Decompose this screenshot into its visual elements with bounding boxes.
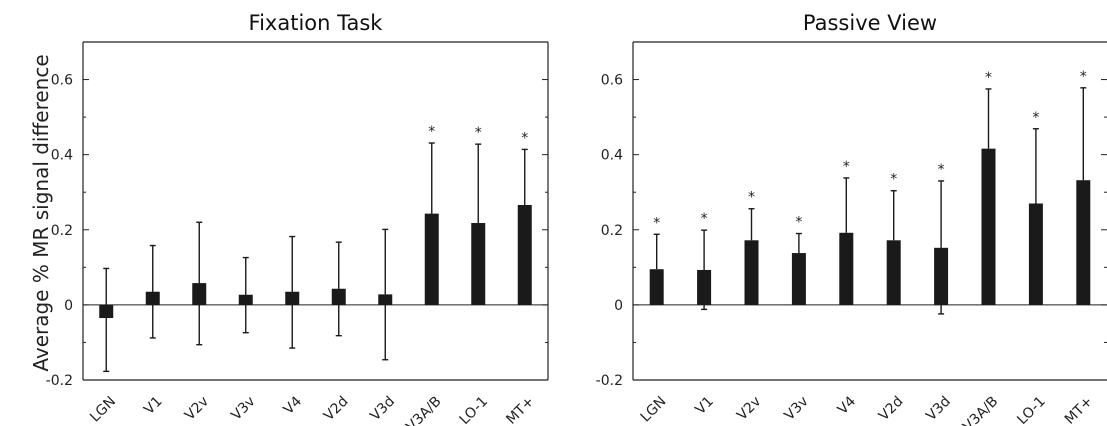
y-tick-label: -0.2: [46, 373, 73, 389]
bar-v3v: [791, 253, 806, 305]
category-label: V3A/B: [960, 394, 1001, 426]
category-label: V2v: [182, 394, 212, 424]
y-tick-label: 0.6: [51, 73, 73, 89]
significance-marker: *: [521, 130, 528, 146]
chart-title: Passive View: [803, 11, 937, 35]
significance-marker: *: [701, 211, 708, 227]
category-label: V2d: [321, 394, 352, 425]
panel-fixation-task: Fixation Task -0.2 0 0.2 0.4 0.6 LGN V1 V2v V3v V4…: [46, 11, 549, 426]
bar-lo-1: [1028, 203, 1043, 305]
category-label: MT+: [503, 394, 537, 426]
category-label: V1: [141, 394, 165, 418]
category-label: V2d: [876, 394, 907, 425]
bar-v2d: [886, 240, 901, 305]
bar-v3a-b: [424, 213, 439, 305]
y-tick-label: 0.4: [51, 148, 73, 164]
category-label: V3d: [367, 394, 398, 425]
panel-passive-view: Passive View -0.2 0 0.2 0.4 0.6 * LGN * V1 * V2v * V3…: [596, 11, 1107, 426]
y-tick-label: 0.6: [601, 73, 623, 89]
significance-marker: *: [985, 70, 992, 86]
category-label: V4: [835, 393, 859, 417]
y-tick-label: 0: [614, 298, 623, 314]
category-label: V3d: [923, 394, 954, 425]
category-label: V3A/B: [403, 394, 444, 426]
significance-marker: *: [475, 125, 482, 141]
significance-marker: *: [428, 124, 435, 140]
category-label: LGN: [87, 394, 119, 426]
significance-marker: *: [843, 159, 850, 175]
category-label: V3v: [228, 394, 258, 424]
bar-v3a-b: [981, 148, 996, 305]
bar-v2v: [744, 240, 759, 305]
significance-marker: *: [748, 190, 755, 206]
y-tick-label: 0.2: [51, 223, 73, 239]
category-label: LGN: [638, 394, 670, 426]
category-label: V4: [281, 393, 305, 417]
y-tick-label: 0: [64, 298, 73, 314]
significance-marker: *: [653, 215, 660, 231]
bar-v4: [839, 232, 854, 305]
bar-mt-: [517, 204, 532, 305]
bar-mt-: [1076, 180, 1091, 305]
significance-marker: *: [1032, 110, 1039, 126]
bar-lgn: [649, 269, 664, 305]
significance-marker: *: [1080, 69, 1087, 85]
category-label: LO-1: [1014, 394, 1048, 426]
y-tick-label: 0.4: [601, 148, 623, 164]
significance-marker: *: [890, 172, 897, 188]
category-label: MT+: [1062, 394, 1096, 426]
significance-marker: *: [938, 162, 945, 178]
y-axis-label: Average % MR signal difference: [29, 54, 53, 371]
y-tick-label: -0.2: [596, 373, 623, 389]
category-label: V2v: [734, 394, 764, 424]
y-tick-label: 0.2: [601, 223, 623, 239]
chart-title: Fixation Task: [249, 11, 384, 35]
significance-marker: *: [795, 215, 802, 231]
category-label: LO-1: [457, 394, 491, 426]
bar-lo-1: [471, 223, 486, 305]
category-label: V1: [693, 394, 717, 418]
category-label: V3v: [781, 394, 811, 424]
